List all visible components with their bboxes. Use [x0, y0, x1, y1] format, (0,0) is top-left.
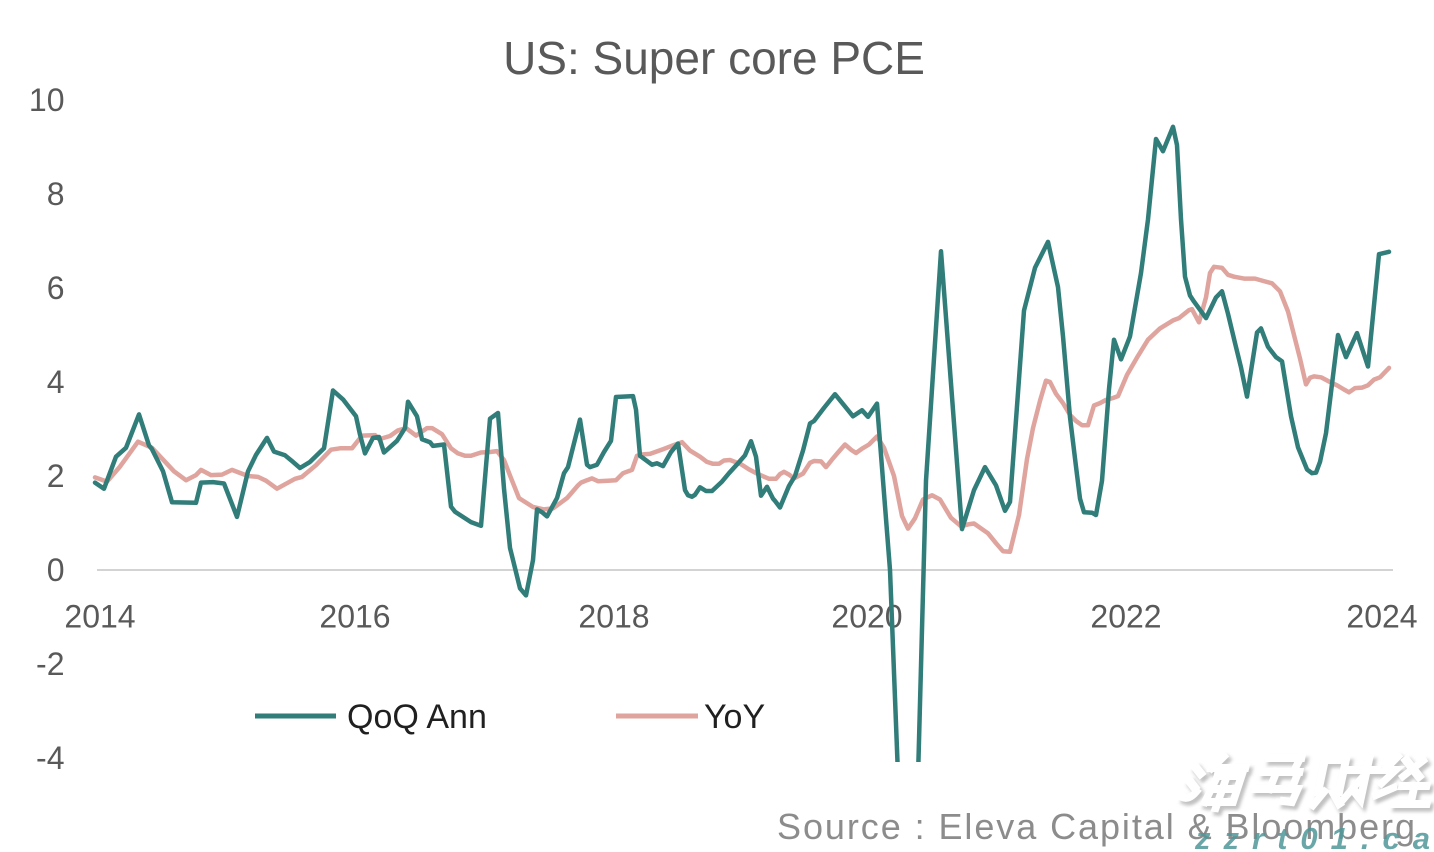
svg-text:Source : Eleva Capital & Bloom: Source : Eleva Capital & Bloomberg: [777, 806, 1415, 847]
svg-text:zzrt01.ca: zzrt01.ca: [1194, 821, 1434, 852]
svg-text:8: 8: [47, 176, 65, 212]
svg-text:YoY: YoY: [704, 698, 765, 736]
svg-text:-2: -2: [36, 646, 64, 682]
svg-text:US: Super core PCE: US: Super core PCE: [503, 32, 925, 84]
svg-text:2014: 2014: [64, 599, 135, 635]
svg-text:2018: 2018: [578, 599, 649, 635]
svg-text:2016: 2016: [319, 599, 390, 635]
svg-text:2: 2: [47, 458, 65, 494]
svg-text:10: 10: [29, 82, 65, 118]
svg-text:2024: 2024: [1346, 599, 1417, 635]
svg-text:6: 6: [47, 270, 65, 306]
svg-text:4: 4: [47, 364, 65, 400]
svg-text:QoQ Ann: QoQ Ann: [347, 698, 487, 736]
svg-text:2022: 2022: [1090, 599, 1161, 635]
svg-text:-4: -4: [36, 740, 64, 776]
svg-text:0: 0: [47, 552, 65, 588]
